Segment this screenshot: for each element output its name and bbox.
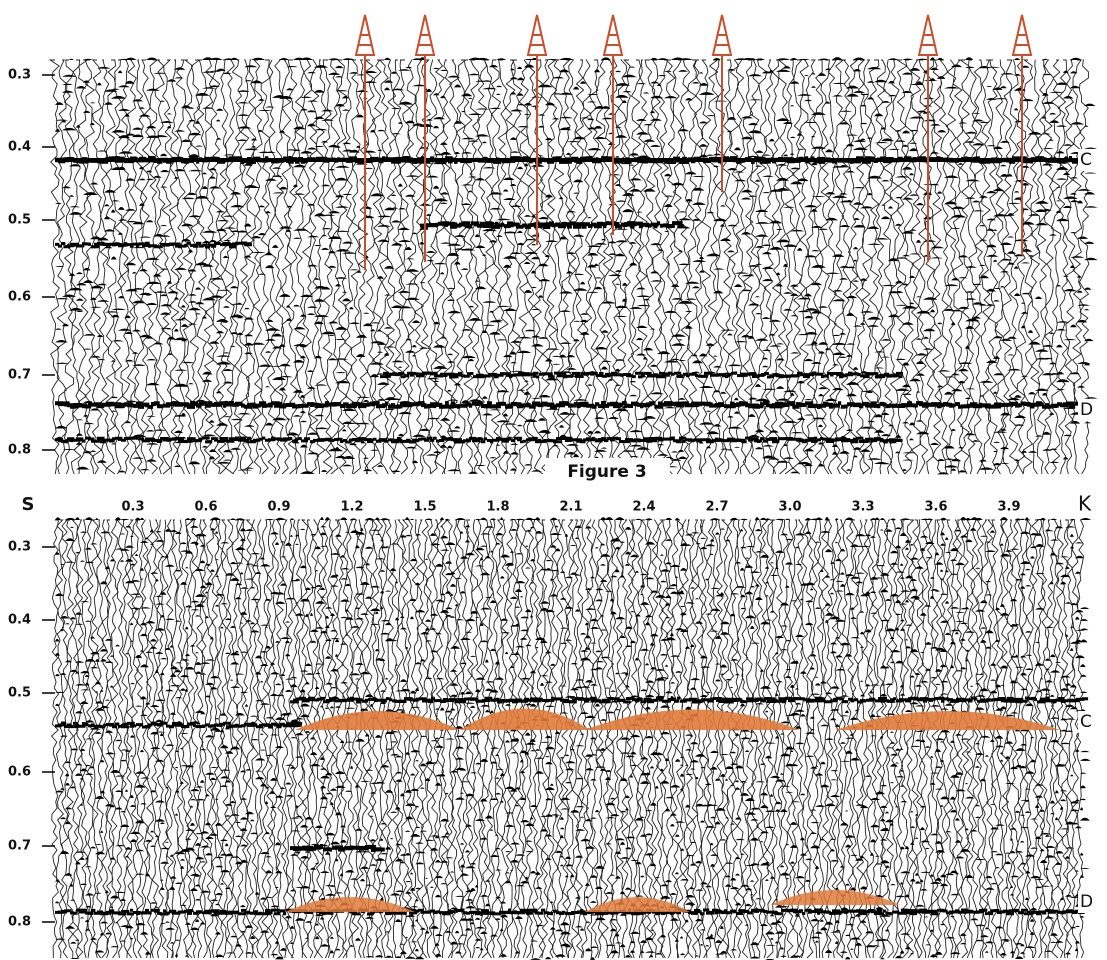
reflector (290, 696, 1089, 704)
reflector (55, 241, 252, 249)
horizon-label: C (1080, 712, 1092, 732)
x-tick-label: 2.1 (559, 500, 582, 515)
tick-label-box (2, 611, 48, 629)
reflector (55, 436, 903, 444)
tick-label-box (2, 288, 48, 306)
tick-label-box (2, 211, 48, 229)
time-unit: S (22, 494, 35, 515)
x-tick-label: 3.9 (997, 500, 1020, 515)
horizon-highlight (460, 708, 590, 730)
tick-label-box (2, 763, 48, 781)
reflector (55, 908, 1085, 916)
x-tick-label: 0.6 (194, 500, 217, 515)
y-tick-label: 0.3 (8, 540, 31, 555)
y-tick-label: 0.4 (8, 140, 31, 155)
horizon-label: D (1080, 892, 1093, 912)
top-seismic-section (48, 57, 1098, 475)
tick-label-box (2, 684, 48, 702)
tick-label-box (2, 138, 48, 156)
tick-label-box (2, 366, 48, 384)
wiggle-peaks (55, 517, 1091, 960)
caption-box (545, 458, 670, 484)
x-tick-label: 0.9 (267, 500, 290, 515)
wiggle-peaks (55, 57, 1098, 475)
horizon-highlight (585, 897, 690, 912)
reflector (290, 844, 385, 852)
y-tick-label: 0.7 (8, 368, 31, 383)
well-symbol (602, 14, 624, 56)
y-tick-label: 0.4 (8, 613, 31, 628)
horizon-highlight (285, 897, 415, 912)
tick-label-box (2, 441, 48, 459)
x-tick-label: 1.2 (340, 500, 363, 515)
horizon-highlight (295, 711, 460, 730)
horizon-label: D (1080, 400, 1093, 420)
bottom-seismic-section (50, 517, 1091, 960)
x-tick-label: 0.3 (121, 500, 144, 515)
x-tick-label: 2.4 (632, 500, 655, 515)
well-symbol (711, 14, 733, 56)
y-tick-label: 0.5 (8, 213, 31, 228)
horizon-label-box (1078, 149, 1107, 171)
tick-label-box (2, 66, 48, 84)
y-tick-label: 0.6 (8, 290, 31, 305)
reflector (380, 371, 903, 379)
caption: Figure 3 (567, 462, 646, 482)
y-tick-label: 0.8 (8, 443, 31, 458)
horizon-highlight (585, 709, 800, 730)
tick-label-box (2, 837, 48, 855)
x-tick-label: 3.6 (924, 500, 947, 515)
y-tick-label: 0.5 (8, 686, 31, 701)
distance-unit: K (1078, 492, 1092, 516)
horizon-highlight (770, 890, 900, 905)
well-symbol (1011, 14, 1033, 56)
reflector (55, 721, 303, 729)
y-tick-label: 0.8 (8, 915, 31, 930)
horizon-label: C (1080, 150, 1092, 170)
horizon-label-box (1078, 399, 1107, 421)
well-symbol (414, 14, 436, 56)
well-symbol (526, 14, 548, 56)
y-tick-label: 0.6 (8, 765, 31, 780)
tick-label-box (2, 913, 48, 931)
x-tick-label: 3.3 (851, 500, 874, 515)
tick-label-box (2, 538, 48, 556)
horizon-highlight (835, 711, 1060, 730)
reflector (55, 401, 1083, 409)
well-markers (354, 14, 1033, 270)
horizon-label-box (1078, 891, 1107, 913)
well-symbol (917, 14, 939, 56)
interpreted-horizons (285, 708, 1060, 912)
x-tick-label: 1.8 (486, 500, 509, 515)
y-tick-label: 0.3 (8, 68, 31, 83)
x-tick-label: 1.5 (413, 500, 436, 515)
x-tick-label: 2.7 (705, 500, 728, 515)
well-symbol (354, 14, 376, 56)
x-tick-label: 3.0 (778, 500, 801, 515)
horizon-label-box (1078, 711, 1107, 733)
y-tick-label: 0.7 (8, 839, 31, 854)
